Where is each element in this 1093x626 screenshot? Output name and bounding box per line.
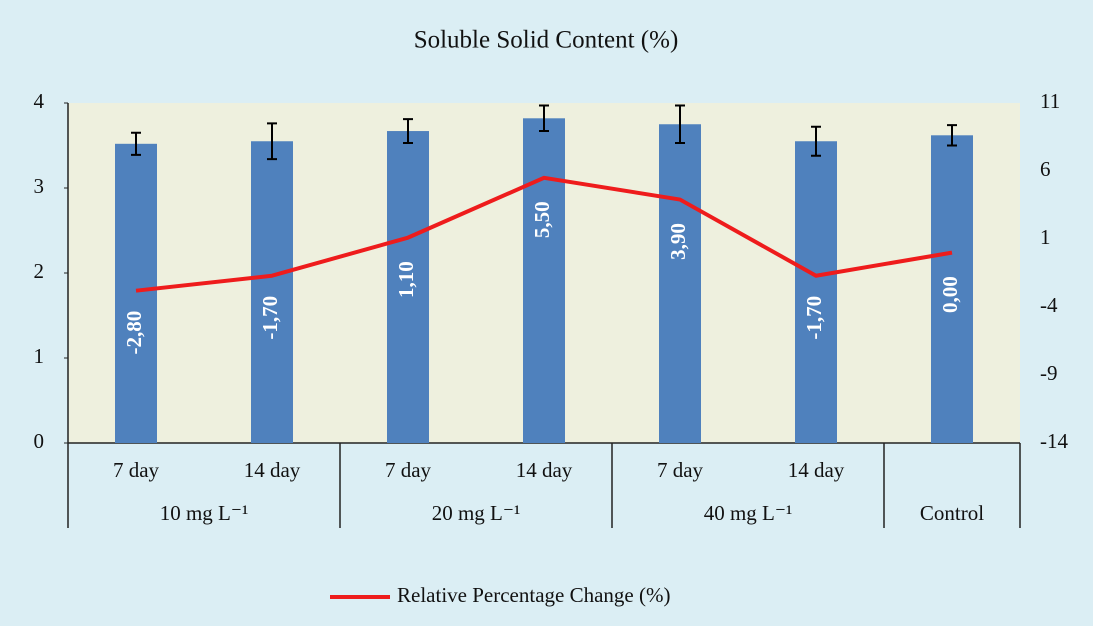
x-tick-label: 7 day: [657, 458, 704, 482]
bar: [115, 143, 157, 444]
data-label: 3,90: [666, 223, 690, 260]
x-tick-label: 14 day: [788, 458, 845, 482]
y-tick-label: 2: [34, 259, 45, 283]
bar: [795, 141, 837, 443]
error-bar: [539, 104, 549, 133]
error-bar: [675, 104, 685, 144]
group-label: Control: [920, 501, 984, 525]
x-tick-label: 14 day: [516, 458, 573, 482]
data-label: -1,70: [258, 296, 282, 340]
y2-tick-label: -4: [1040, 293, 1058, 317]
x-tick-label: 14 day: [244, 458, 301, 482]
chart-title: Soluble Solid Content (%): [414, 27, 679, 54]
group-label: 20 mg L⁻¹: [432, 501, 521, 525]
y-tick-label: 0: [34, 429, 45, 453]
data-label: -2,80: [122, 311, 146, 355]
data-label: -1,70: [802, 296, 826, 340]
x-tick-label: 7 day: [385, 458, 432, 482]
data-label: 0,00: [938, 276, 962, 313]
error-bar: [947, 124, 957, 147]
x-tick-label: 7 day: [113, 458, 160, 482]
bar: [387, 131, 429, 444]
bar: [251, 141, 293, 443]
y-tick-label: 4: [34, 89, 45, 113]
y2-tick-label: 11: [1040, 89, 1060, 113]
bar: [931, 135, 973, 444]
y2-tick-label: 1: [1040, 225, 1051, 249]
y2-tick-label: -9: [1040, 361, 1058, 385]
data-label: 1,10: [394, 261, 418, 298]
bar: [523, 118, 565, 444]
error-bar: [267, 122, 277, 161]
y2-tick-label: -14: [1040, 429, 1068, 453]
group-label: 10 mg L⁻¹: [160, 501, 249, 525]
group-label: 40 mg L⁻¹: [704, 501, 793, 525]
error-bar: [811, 125, 821, 157]
y-tick-label: 1: [34, 344, 45, 368]
y-tick-label: 3: [34, 174, 45, 198]
legend-label: Relative Percentage Change (%): [397, 583, 670, 607]
bar: [659, 124, 701, 443]
y2-tick-label: 6: [1040, 157, 1051, 181]
line: [135, 175, 953, 293]
error-bar: [131, 131, 141, 156]
data-label: 5,50: [530, 201, 554, 238]
error-bar: [403, 118, 413, 144]
